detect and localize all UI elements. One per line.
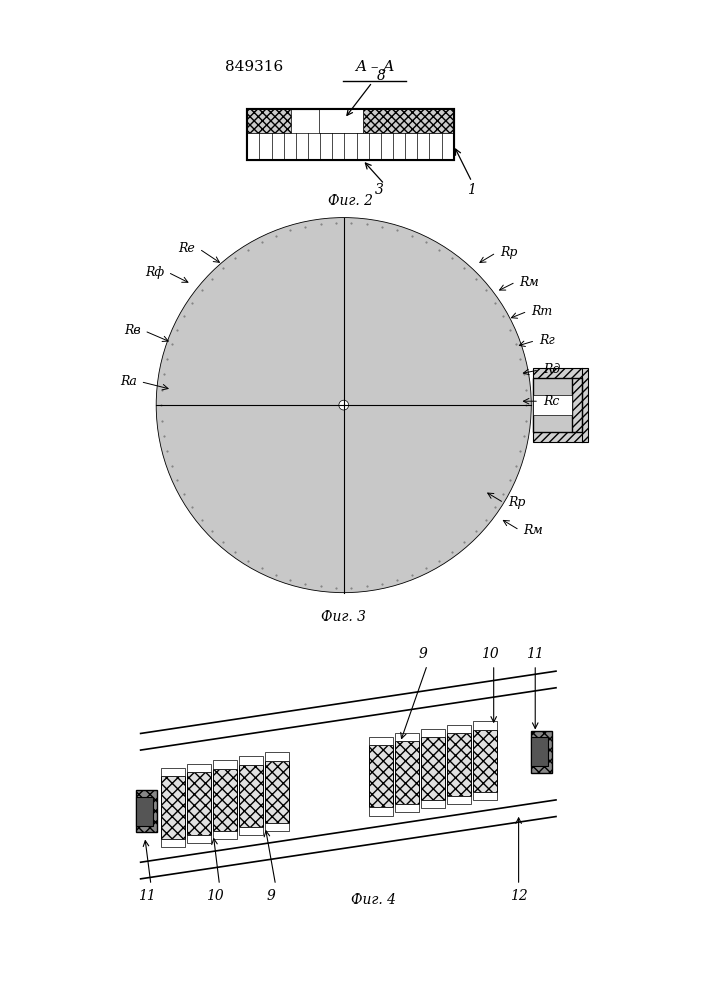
- Circle shape: [284, 345, 404, 466]
- Bar: [473, 792, 497, 800]
- Bar: [265, 752, 289, 761]
- Bar: [531, 731, 552, 773]
- Bar: [533, 368, 588, 442]
- Text: Rс: Rс: [543, 395, 559, 408]
- Bar: [319, 109, 363, 133]
- Text: Rг: Rг: [539, 334, 555, 347]
- Circle shape: [303, 364, 385, 446]
- Text: 8: 8: [377, 69, 386, 83]
- Text: 11: 11: [526, 647, 544, 661]
- Circle shape: [195, 257, 492, 554]
- Text: Rа: Rа: [119, 375, 136, 388]
- Bar: [247, 109, 291, 133]
- Bar: [136, 797, 153, 826]
- Bar: [214, 769, 237, 831]
- Bar: [447, 796, 471, 804]
- Bar: [187, 835, 211, 843]
- Text: 11: 11: [138, 889, 156, 903]
- Circle shape: [185, 247, 502, 563]
- Text: Rт: Rт: [531, 305, 552, 318]
- Text: 3: 3: [375, 183, 384, 197]
- Text: 9: 9: [267, 889, 276, 903]
- Text: A – A: A – A: [355, 60, 394, 74]
- Bar: [473, 721, 497, 730]
- Bar: [395, 733, 419, 741]
- Text: Rд: Rд: [543, 363, 560, 376]
- Bar: [247, 133, 454, 160]
- Bar: [214, 831, 237, 839]
- Bar: [187, 772, 211, 835]
- Text: Rр: Rр: [508, 496, 525, 509]
- Bar: [265, 761, 289, 823]
- Circle shape: [225, 286, 463, 524]
- Bar: [161, 776, 185, 839]
- Text: Rр: Rр: [500, 246, 518, 259]
- Bar: [214, 760, 237, 769]
- Circle shape: [310, 372, 377, 438]
- Bar: [447, 725, 471, 733]
- Bar: [369, 737, 393, 745]
- Text: Фиг. 4: Фиг. 4: [351, 893, 396, 907]
- Circle shape: [215, 276, 473, 534]
- Bar: [421, 729, 445, 737]
- Bar: [533, 378, 572, 432]
- Bar: [265, 823, 289, 831]
- Bar: [247, 109, 454, 160]
- Circle shape: [339, 400, 349, 410]
- Bar: [161, 839, 185, 847]
- Circle shape: [254, 315, 433, 495]
- Bar: [447, 733, 471, 796]
- Bar: [247, 109, 454, 160]
- Bar: [421, 800, 445, 808]
- Circle shape: [156, 218, 531, 593]
- Text: 12: 12: [510, 889, 527, 903]
- Circle shape: [318, 380, 369, 431]
- Bar: [533, 395, 572, 415]
- Bar: [161, 768, 185, 776]
- Text: Rм: Rм: [523, 524, 543, 537]
- Bar: [531, 737, 548, 766]
- Text: 9: 9: [419, 647, 428, 661]
- Bar: [369, 807, 393, 816]
- Bar: [473, 730, 497, 792]
- Text: Фиг. 3: Фиг. 3: [321, 610, 366, 624]
- Text: Фиг. 2: Фиг. 2: [328, 194, 373, 208]
- Bar: [395, 804, 419, 812]
- Circle shape: [264, 325, 423, 485]
- Text: Rф: Rф: [145, 266, 164, 279]
- Text: Rм: Rм: [520, 276, 539, 289]
- Bar: [363, 109, 454, 133]
- Circle shape: [205, 266, 482, 544]
- Text: 10: 10: [481, 647, 498, 661]
- Bar: [187, 764, 211, 772]
- Circle shape: [244, 305, 443, 505]
- Circle shape: [274, 335, 414, 475]
- Circle shape: [166, 227, 522, 583]
- Circle shape: [234, 296, 453, 515]
- Bar: [421, 737, 445, 800]
- Text: 10: 10: [206, 889, 224, 903]
- Bar: [136, 790, 157, 832]
- Text: Rе: Rе: [178, 242, 195, 255]
- Text: 1: 1: [467, 183, 476, 197]
- Bar: [239, 756, 263, 765]
- Circle shape: [176, 237, 512, 573]
- Bar: [239, 827, 263, 835]
- Bar: [239, 765, 263, 827]
- Text: Rв: Rв: [124, 324, 141, 337]
- Circle shape: [326, 388, 361, 423]
- Text: 849316: 849316: [225, 60, 284, 74]
- Bar: [369, 745, 393, 807]
- Circle shape: [293, 354, 395, 456]
- Circle shape: [334, 395, 354, 415]
- Bar: [395, 741, 419, 804]
